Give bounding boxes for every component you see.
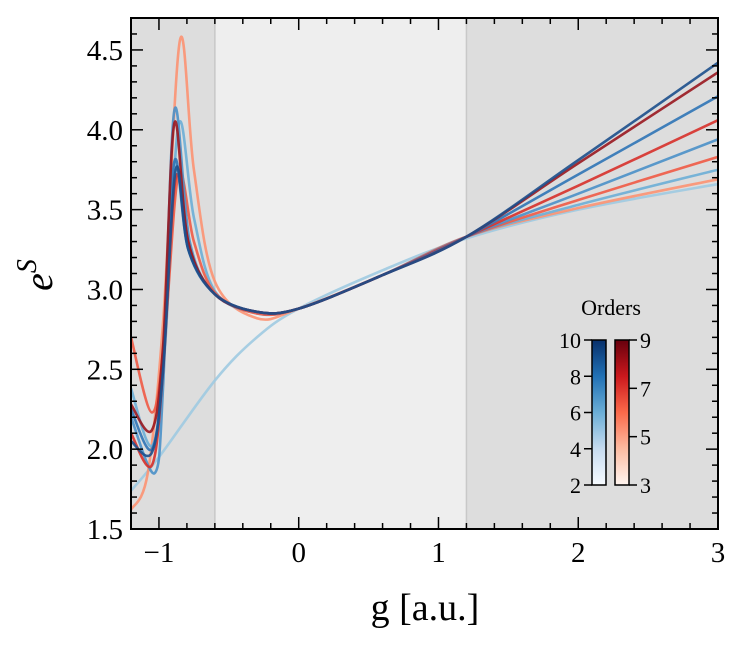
y-tick-label: 3.0 bbox=[87, 274, 123, 306]
x-tick-label: 0 bbox=[291, 537, 306, 569]
x-tick-label: 2 bbox=[571, 537, 586, 569]
y-tick-label: 2.0 bbox=[87, 434, 123, 466]
orders-legend: Orders 10 8 6 4 2 9 7 5 3 bbox=[559, 295, 651, 498]
y-tick-label: 2.5 bbox=[87, 354, 123, 386]
x-tick-label: 1 bbox=[431, 537, 446, 569]
y-tick-label: 4.5 bbox=[87, 35, 123, 67]
shaded-regions bbox=[131, 18, 718, 529]
y-tick-labels: 1.5 2.0 2.5 3.0 3.5 4.0 4.5 bbox=[87, 35, 123, 546]
legend-title: Orders bbox=[581, 295, 641, 320]
red-colorbar-label: 3 bbox=[640, 473, 651, 498]
x-tick-labels: −1 0 1 2 3 bbox=[144, 537, 726, 569]
series-line-order-2 bbox=[131, 182, 718, 492]
series-line-order-10 bbox=[131, 61, 718, 458]
red-colorbar bbox=[614, 339, 630, 486]
y-tick-label: 3.5 bbox=[87, 195, 123, 227]
blue-colorbar-label: 6 bbox=[570, 401, 581, 426]
blue-colorbar-label: 10 bbox=[559, 328, 581, 353]
colorbar-ticks: 10 8 6 4 2 9 7 5 3 bbox=[559, 328, 651, 498]
y-tick-label: 4.0 bbox=[87, 115, 123, 147]
blue-colorbar-label: 4 bbox=[570, 437, 581, 462]
x-tick-label: 3 bbox=[711, 537, 726, 569]
x-axis-label: g [a.u.] bbox=[371, 587, 480, 629]
red-colorbar-label: 7 bbox=[640, 376, 651, 401]
y-axis-label: eS bbox=[12, 259, 61, 291]
plot-frame bbox=[130, 17, 719, 530]
x-tick-label: −1 bbox=[144, 537, 175, 569]
series-lines bbox=[131, 35, 718, 511]
y-tick-label: 1.5 bbox=[87, 514, 123, 546]
shaded-region bbox=[214, 18, 467, 529]
blue-colorbar bbox=[591, 339, 607, 486]
blue-colorbar-label: 8 bbox=[570, 364, 581, 389]
red-colorbar-label: 9 bbox=[640, 328, 651, 353]
blue-colorbar-label: 2 bbox=[570, 473, 581, 498]
red-colorbar-label: 5 bbox=[640, 425, 651, 450]
